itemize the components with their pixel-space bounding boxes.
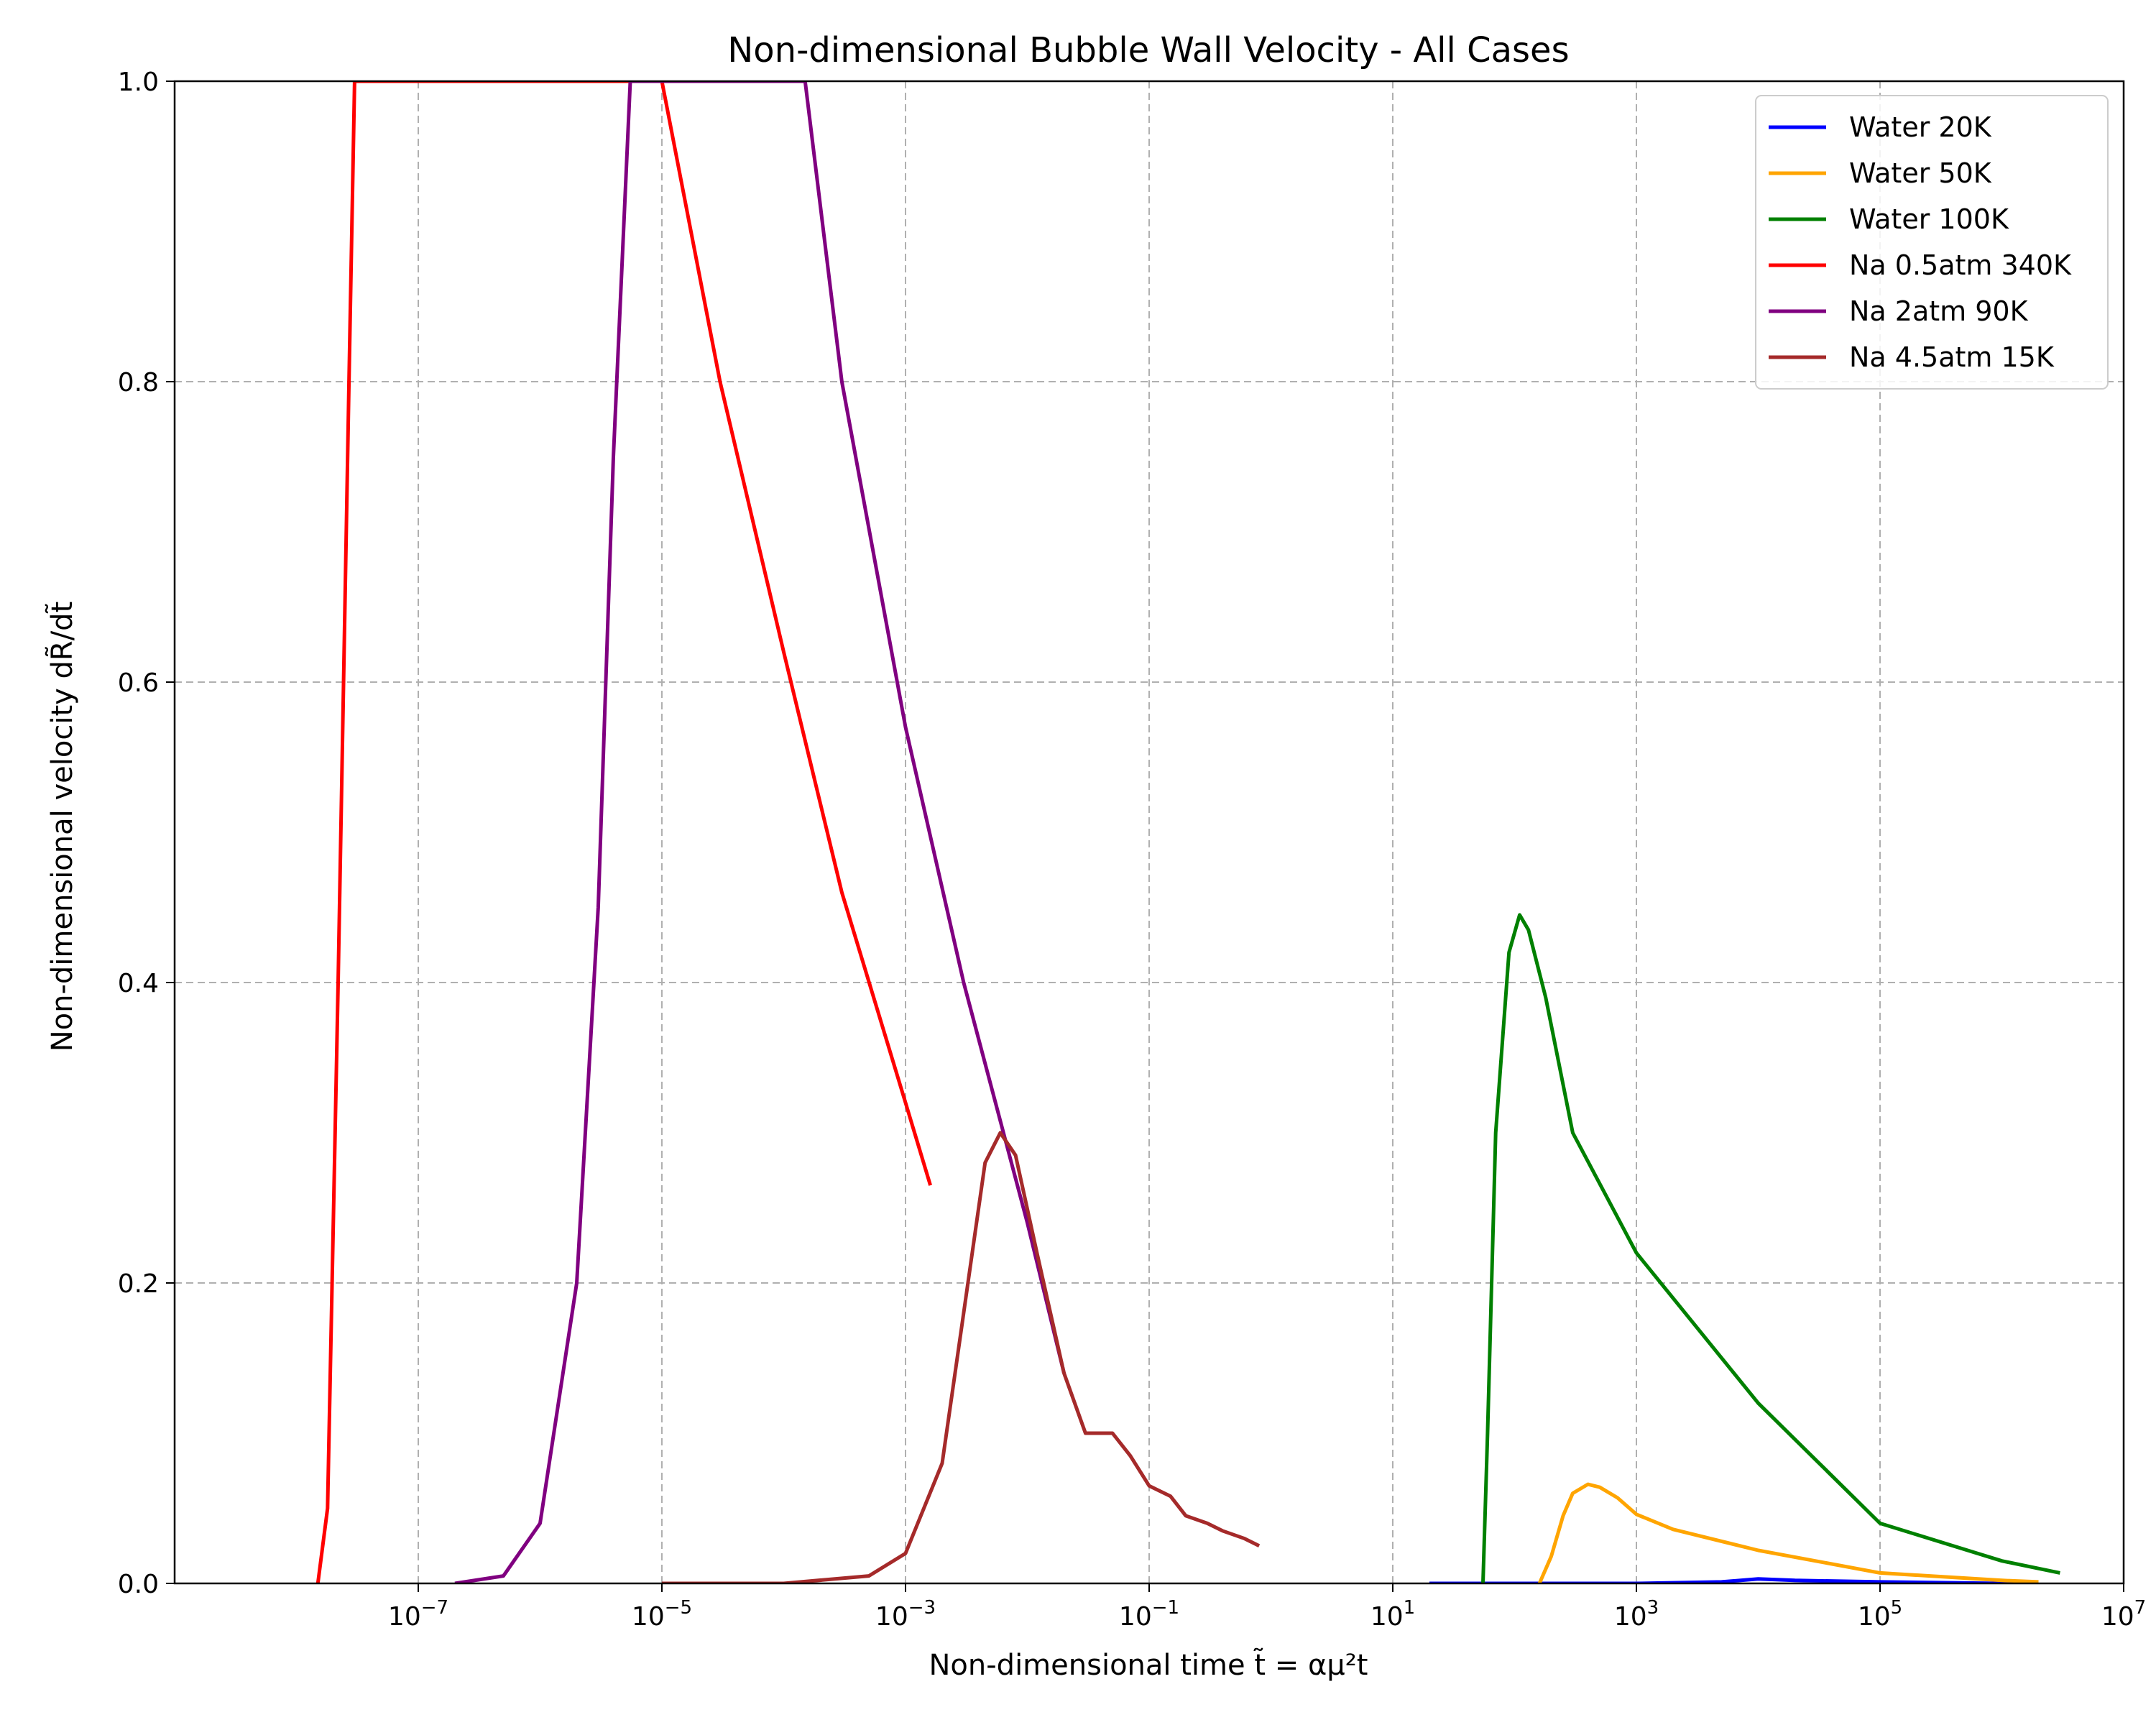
y-tick-label: 0.0 [118,1570,159,1599]
x-tick-label: 10−5 [632,1597,692,1632]
legend-entry-label: Water 100K [1849,203,2009,235]
x-axis: 10−7 10−5 10−3 10−1 101 103 105 107 [388,1583,2146,1632]
y-tick-label: 1.0 [118,68,159,97]
x-tick-label: 103 [1614,1597,1659,1632]
x-tick-base: 10 [1614,1602,1647,1632]
x-tick-label: 105 [1858,1597,1902,1632]
x-tick-base: 10 [1119,1602,1152,1632]
x-tick-exponent: 5 [1891,1597,1903,1619]
legend-entry-label: Na 4.5atm 15K [1849,341,2055,373]
chart-title: Non-dimensional Bubble Wall Velocity - A… [727,30,1569,70]
x-tick-label: 101 [1370,1597,1415,1632]
x-tick-exponent: −3 [908,1597,936,1619]
series-line-4 [315,81,932,1583]
series-line-3 [1481,913,2060,1583]
series-line-2 [1537,1482,2039,1583]
legend-entry-label: Water 20K [1849,111,1992,143]
y-tick-label: 0.2 [118,1269,159,1299]
legend-entry-label: Water 50K [1849,157,1992,189]
series-line-5 [454,81,1066,1583]
x-tick-exponent: −7 [421,1597,448,1619]
y-tick-label: 0.4 [118,969,159,998]
x-tick-label: 10−3 [875,1597,936,1632]
x-tick-base: 10 [2101,1602,2134,1632]
legend-entry-label: Na 2atm 90K [1849,295,2029,327]
x-tick-label: 10−1 [1119,1597,1179,1632]
series-line-6 [662,1131,1261,1583]
x-tick-base: 10 [632,1602,665,1632]
y-tick-label: 0.8 [118,368,159,397]
series-group [315,81,2060,1583]
x-tick-base: 10 [875,1602,908,1632]
x-tick-base: 10 [388,1602,421,1632]
x-tick-exponent: −5 [665,1597,692,1619]
legend: Water 20K Water 50K Water 100K Na 0.5atm 34… [1755,95,2109,390]
x-axis-label: Non-dimensional time t̃ = αμ²t [929,1647,1368,1682]
legend-entry-label: Na 0.5atm 340K [1849,249,2072,281]
x-tick-exponent: 7 [2134,1597,2147,1619]
x-tick-exponent: 1 [1404,1597,1416,1619]
x-tick-label: 10−7 [388,1597,448,1632]
legend-box [1755,95,2109,390]
x-tick-label: 107 [2101,1597,2146,1632]
x-tick-exponent: −1 [1152,1597,1179,1619]
x-tick-exponent: 3 [1647,1597,1659,1619]
x-tick-base: 10 [1858,1602,1891,1632]
y-axis-label: Non-dimensional velocity dR̃/dt̃ [45,602,79,1052]
x-tick-base: 10 [1370,1602,1404,1632]
y-tick-label: 0.6 [118,668,159,698]
y-axis: 0.0 0.2 0.4 0.6 0.8 1.0 [118,68,175,1599]
